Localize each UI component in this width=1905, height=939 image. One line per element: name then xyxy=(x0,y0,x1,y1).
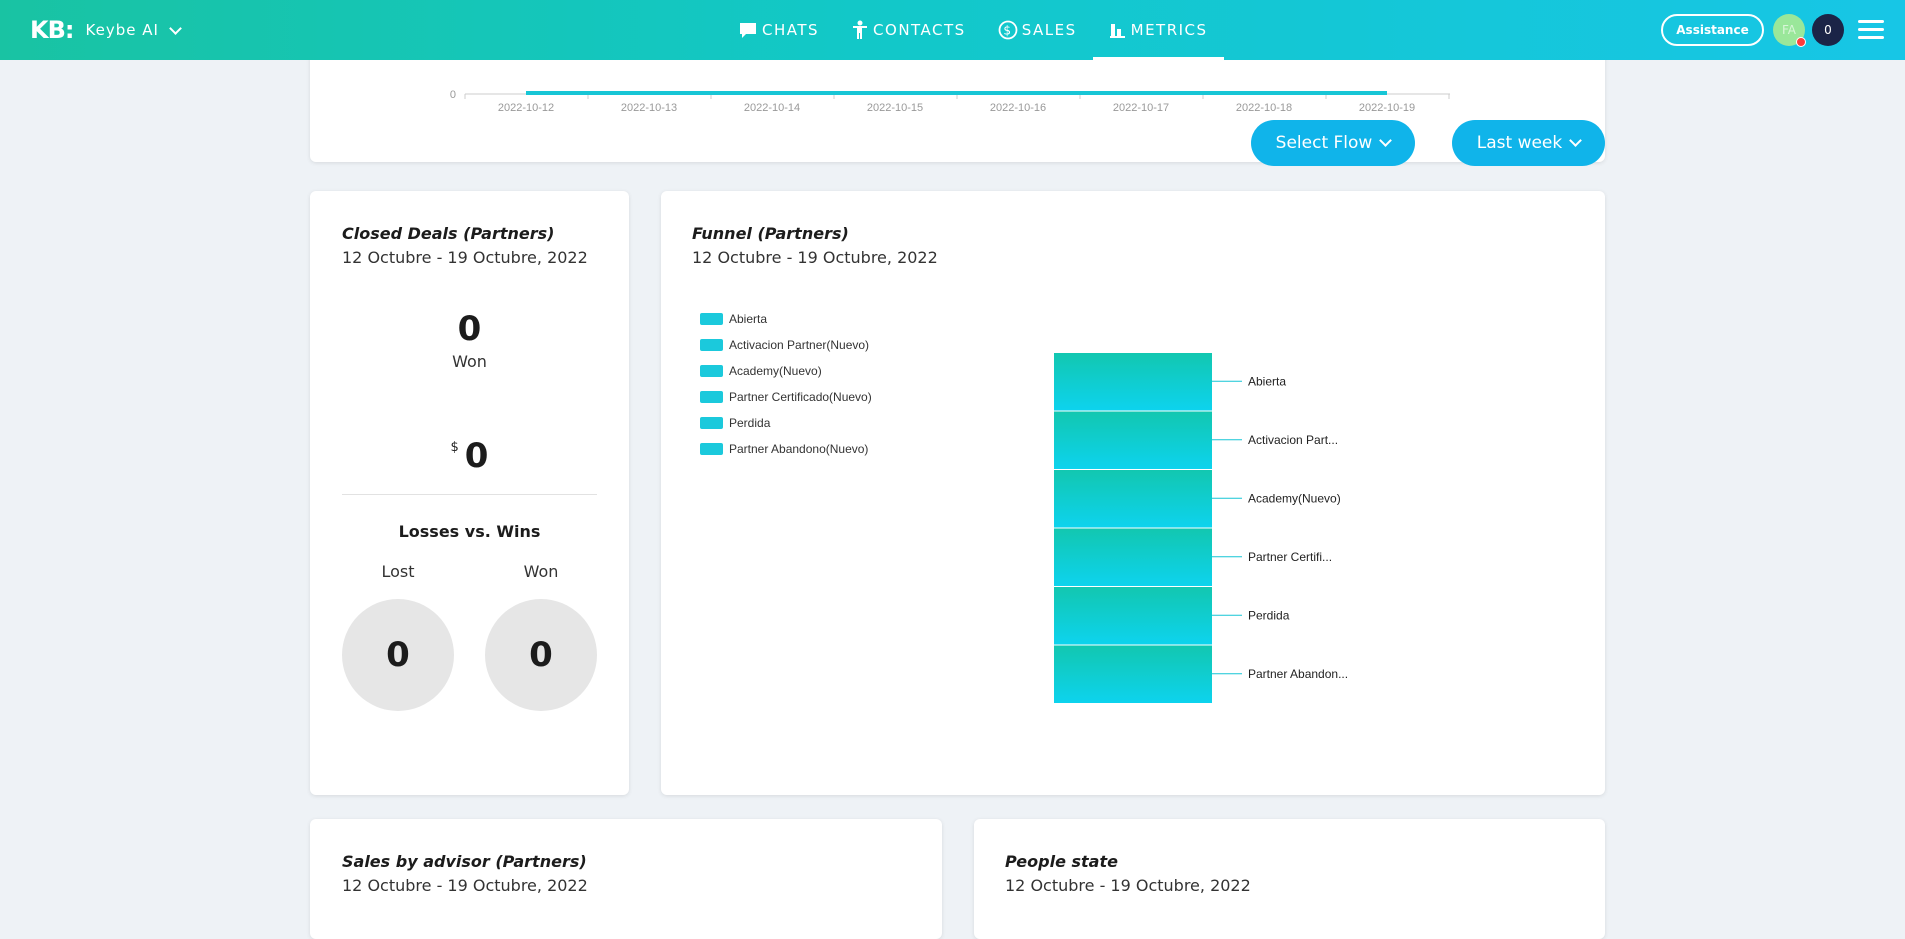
status-dot xyxy=(1796,37,1806,47)
legend-item[interactable]: Abierta xyxy=(700,306,872,332)
x-tick-label: 2022-10-14 xyxy=(744,102,800,114)
won-label: Won xyxy=(452,352,487,371)
won-amount: $0 xyxy=(310,436,629,476)
notification-badge[interactable]: 0 xyxy=(1812,14,1844,46)
brand-logo: KB: xyxy=(30,16,74,44)
funnel-stage-bar[interactable] xyxy=(1054,587,1212,645)
nav-contacts[interactable]: CONTACTS xyxy=(835,0,982,60)
sales-by-advisor-card: Sales by advisor (Partners) 12 Octubre -… xyxy=(310,819,942,939)
funnel-card: Funnel (Partners) 12 Octubre - 19 Octubr… xyxy=(661,191,1605,795)
lost-value-circle: 0 xyxy=(342,599,454,711)
lost-label: Lost xyxy=(381,562,415,581)
closed-deals-card: Closed Deals (Partners) 12 Octubre - 19 … xyxy=(310,191,629,795)
legend-swatch xyxy=(700,443,723,455)
top-nav-bar: KB: Keybe AI CHATS CONTACTS $ SALES METR… xyxy=(0,0,1905,60)
date-range: 12 Octubre - 19 Octubre, 2022 xyxy=(1005,876,1251,895)
legend-item[interactable]: Perdida xyxy=(700,410,872,436)
legend-label: Partner Certificado(Nuevo) xyxy=(729,390,872,404)
nav-chats[interactable]: CHATS xyxy=(722,0,835,60)
nav-sales-label: SALES xyxy=(1021,21,1077,39)
legend-label: Academy(Nuevo) xyxy=(729,364,822,378)
timeline-chart: 0 2022-10-12 2022-10-13 2022-10-14 2022-10-1… xyxy=(450,89,1450,114)
funnel-stage-label: Academy(Nuevo) xyxy=(1248,491,1341,505)
nav-sales[interactable]: $ SALES xyxy=(982,0,1093,60)
workspace-name: Keybe AI xyxy=(85,21,159,39)
people-state-card: People state 12 Octubre - 19 Octubre, 20… xyxy=(974,819,1605,939)
legend-label: Perdida xyxy=(729,416,771,430)
divider xyxy=(342,494,597,495)
brand[interactable]: KB: Keybe AI xyxy=(30,0,182,60)
x-tick-label: 2022-10-18 xyxy=(1236,102,1292,114)
hamburger-menu-icon[interactable] xyxy=(1858,20,1884,40)
date-range: 12 Octubre - 19 Octubre, 2022 xyxy=(692,248,938,267)
nav-metrics-label: METRICS xyxy=(1130,21,1208,39)
funnel-stage-label: Partner Abandon... xyxy=(1248,667,1348,681)
chevron-down-icon xyxy=(1379,134,1393,147)
won-label: Won xyxy=(523,562,559,581)
svg-text:$: $ xyxy=(1003,24,1012,38)
legend-item[interactable]: Partner Certificado(Nuevo) xyxy=(700,384,872,410)
period-label: Last week xyxy=(1476,133,1563,153)
chevron-down-icon xyxy=(1569,134,1583,147)
won-value-circle: 0 xyxy=(485,599,597,711)
x-tick-label: 2022-10-15 xyxy=(867,102,923,114)
legend-swatch xyxy=(700,339,723,351)
amount-value: 0 xyxy=(464,436,489,476)
legend-swatch xyxy=(700,417,723,429)
select-flow-label: Select Flow xyxy=(1275,133,1373,153)
legend-swatch xyxy=(700,391,723,403)
funnel-chart: Abierta Activacion Part... Academy(Nuevo) P… xyxy=(1054,353,1348,704)
funnel-stage-label: Perdida xyxy=(1248,608,1290,622)
y-tick-label: 0 xyxy=(450,89,456,101)
chevron-down-icon[interactable] xyxy=(169,21,182,35)
card-title: People state xyxy=(1005,852,1118,871)
won-count: 0 xyxy=(457,309,482,349)
nav-chats-label: CHATS xyxy=(762,21,820,39)
legend-label: Abierta xyxy=(729,312,768,326)
card-title: Sales by advisor (Partners) xyxy=(342,852,587,871)
losses-vs-wins-title: Losses vs. Wins xyxy=(398,522,541,541)
funnel-stage-label: Abierta xyxy=(1248,374,1286,388)
nav-contacts-label: CONTACTS xyxy=(873,21,966,39)
chat-icon xyxy=(740,23,756,38)
period-select-button[interactable]: Last week xyxy=(1452,120,1605,166)
funnel-stage-bar[interactable] xyxy=(1054,470,1212,528)
x-tick-label: 2022-10-16 xyxy=(990,102,1046,114)
legend-item[interactable]: Academy(Nuevo) xyxy=(700,358,872,384)
currency-symbol: $ xyxy=(450,440,459,455)
funnel-stage-label: Partner Certifi... xyxy=(1248,550,1332,564)
funnel-stage-bar[interactable] xyxy=(1054,645,1212,704)
card-title: Funnel (Partners) xyxy=(692,224,849,243)
legend-label: Partner Abandono(Nuevo) xyxy=(729,442,869,456)
x-tick-label: 2022-10-19 xyxy=(1359,102,1415,114)
date-range: 12 Octubre - 19 Octubre, 2022 xyxy=(342,248,588,267)
legend-item[interactable]: Activacion Partner(Nuevo) xyxy=(700,332,872,358)
dollar-icon: $ xyxy=(998,20,1018,40)
main-nav: CHATS CONTACTS $ SALES METRICS xyxy=(722,0,1224,60)
legend-item[interactable]: Partner Abandono(Nuevo) xyxy=(700,436,872,462)
funnel-legend: Abierta Activacion Partner(Nuevo) Academy(… xyxy=(700,306,872,462)
funnel-stage-label: Activacion Part... xyxy=(1248,433,1338,447)
legend-swatch xyxy=(700,313,723,325)
date-range: 12 Octubre - 19 Octubre, 2022 xyxy=(342,876,588,895)
assistance-button[interactable]: Assistance xyxy=(1661,14,1764,46)
x-tick-label: 2022-10-12 xyxy=(498,102,554,114)
x-tick-label: 2022-10-13 xyxy=(621,102,677,114)
legend-swatch xyxy=(700,365,723,377)
funnel-stage-bar[interactable] xyxy=(1054,528,1212,587)
funnel-stage-bar[interactable] xyxy=(1054,353,1212,411)
bar-chart-icon xyxy=(1109,24,1125,38)
select-flow-button[interactable]: Select Flow xyxy=(1251,120,1415,166)
x-tick-label: 2022-10-17 xyxy=(1113,102,1169,114)
card-title: Closed Deals (Partners) xyxy=(342,224,555,243)
person-icon xyxy=(853,20,868,39)
nav-metrics[interactable]: METRICS xyxy=(1092,0,1224,60)
funnel-stage-bar[interactable] xyxy=(1054,411,1212,470)
legend-label: Activacion Partner(Nuevo) xyxy=(729,338,870,352)
